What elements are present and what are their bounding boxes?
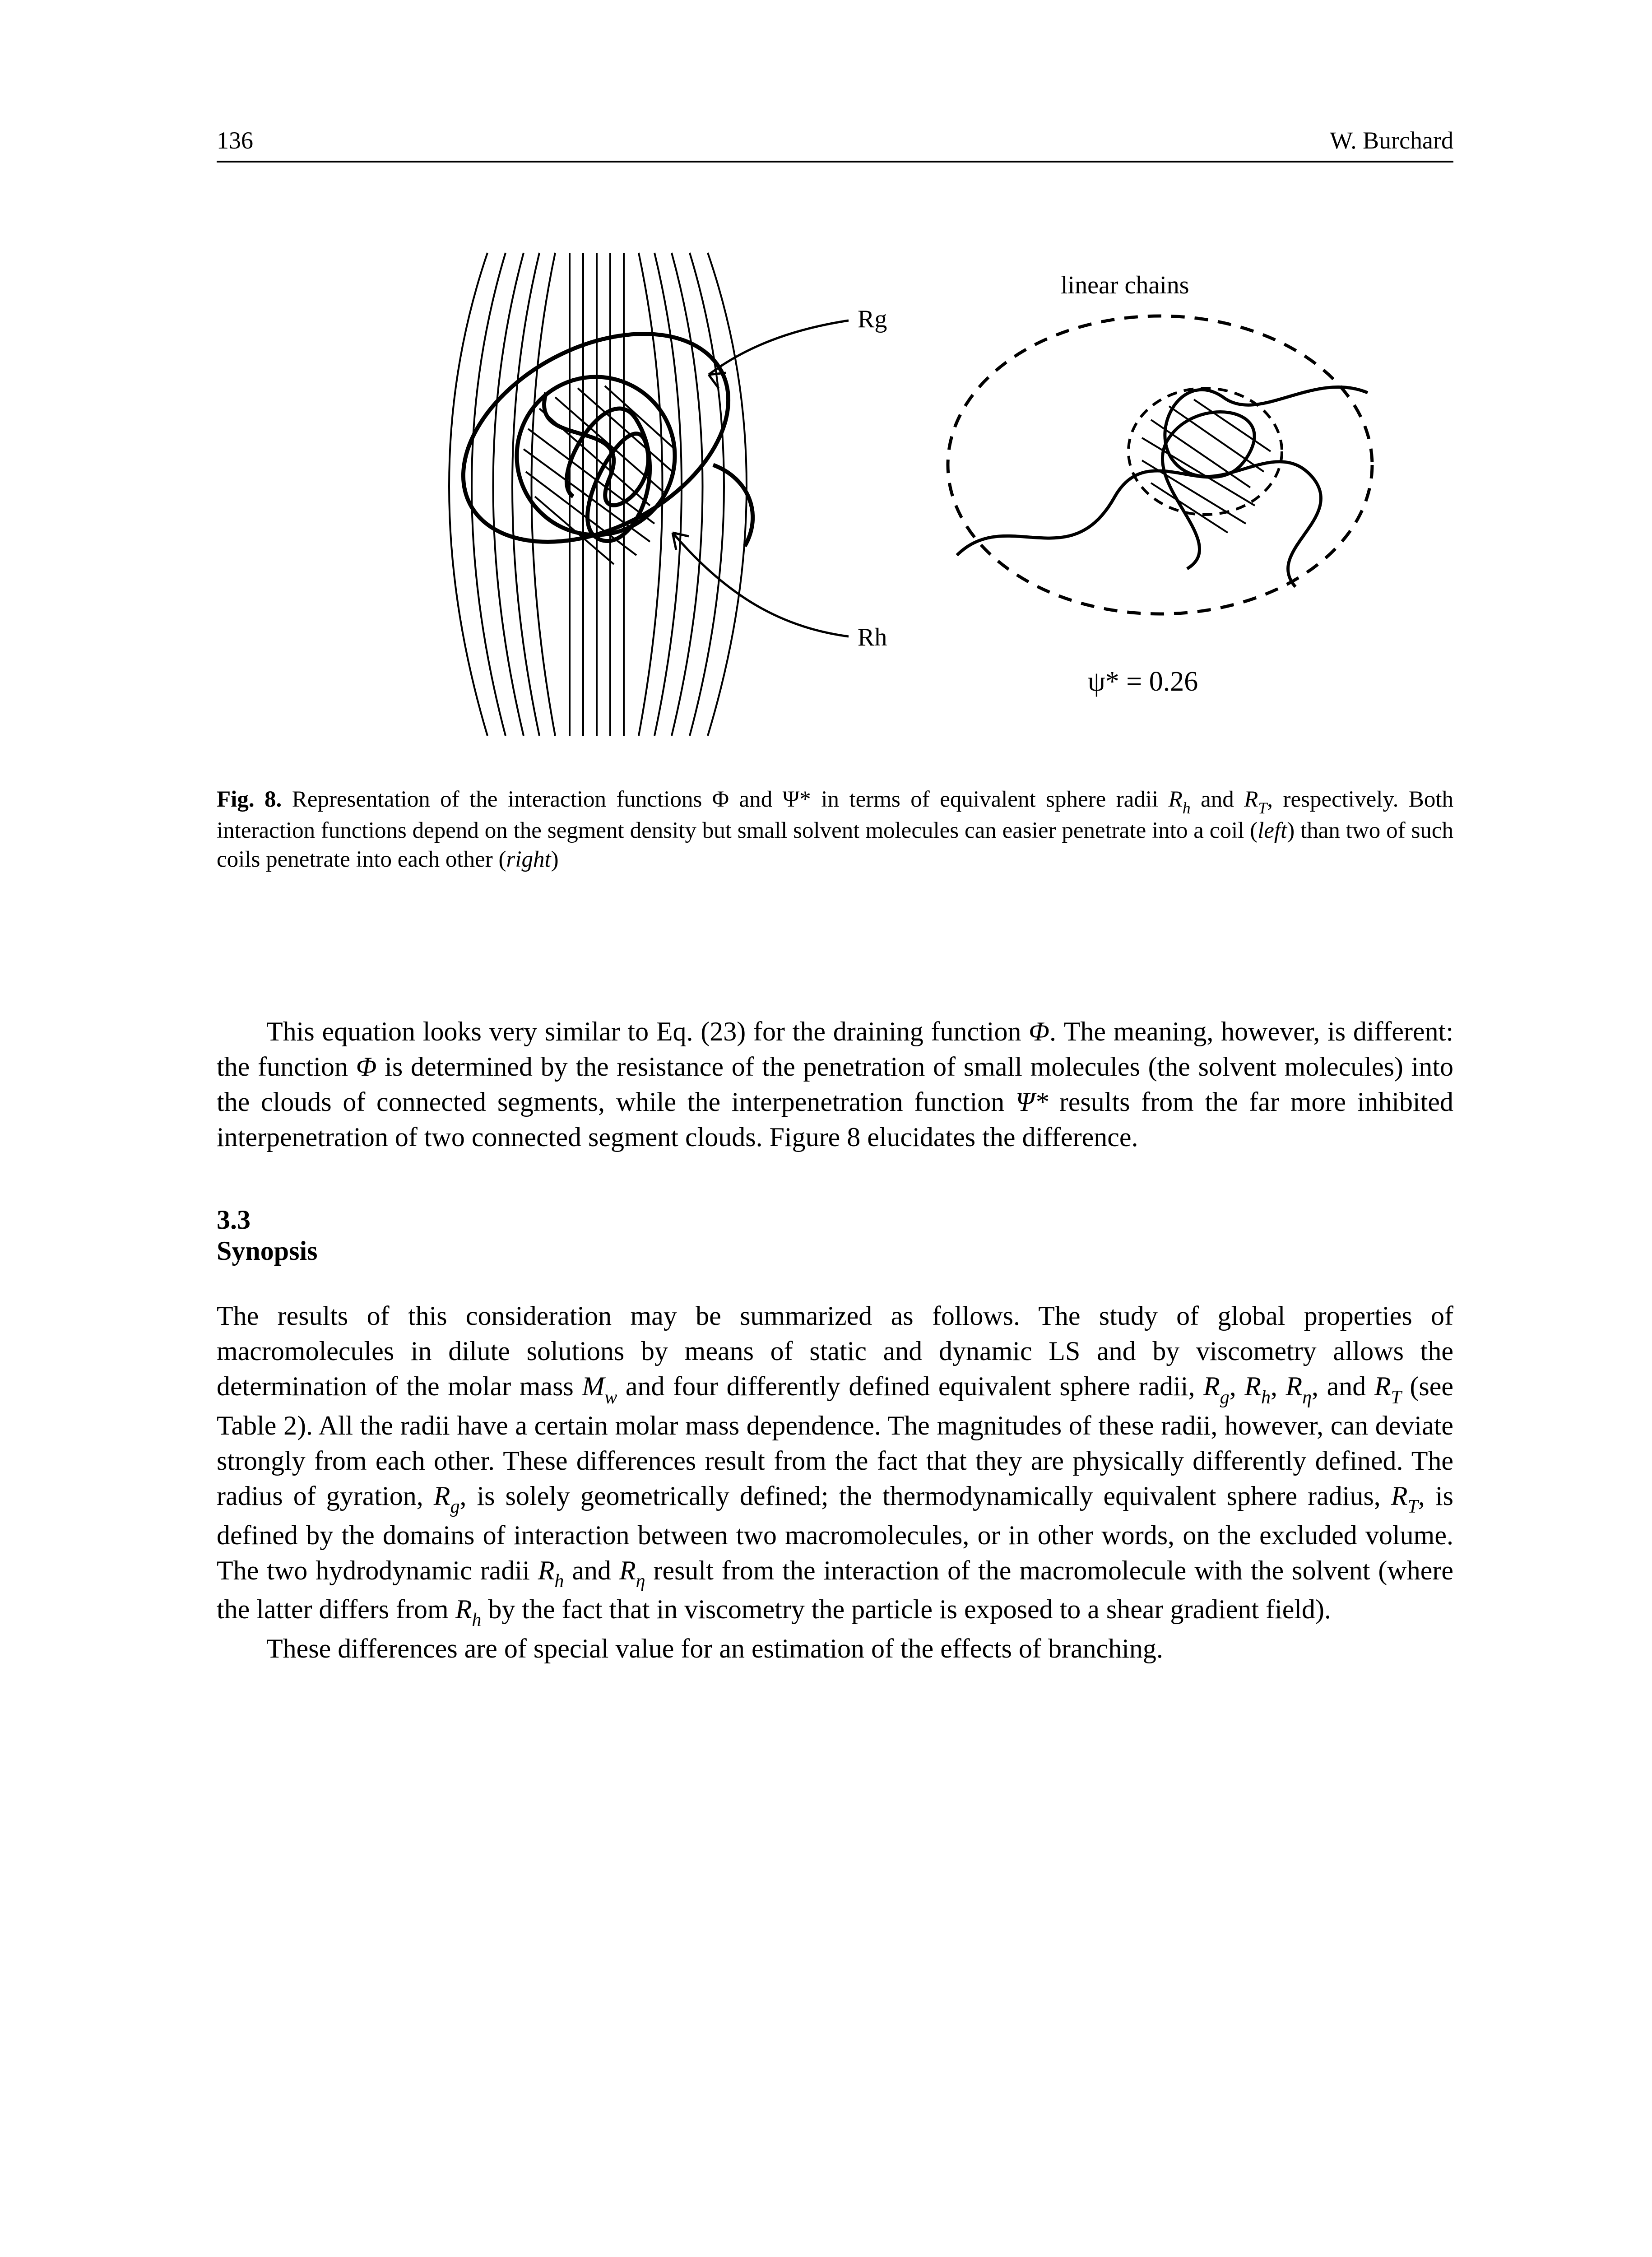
figure-8: Rg Rh linear chains ψ* = 0.26 Fi [217,226,1453,874]
label-rh: Rh [858,623,887,651]
section-title: Synopsis [217,1235,1453,1267]
synopsis-paragraph-2: These differences are of special value f… [217,1631,1453,1666]
running-author: W. Burchard [1330,126,1453,154]
label-rg: Rg [858,305,887,333]
synopsis-paragraph-1: The results of this consideration may be… [217,1298,1453,1630]
section-number: 3.3 [217,1204,1453,1235]
figure-8-caption: Fig. 8. Representation of the interactio… [217,785,1453,874]
figure-8-svg: Rg Rh linear chains ψ* = 0.26 [293,226,1377,767]
page: 136 W. Burchard [0,0,1652,2257]
paragraph-1: This equation looks very similar to Eq. … [217,1014,1453,1155]
running-header: 136 W. Burchard [217,126,1453,163]
label-linear-chains: linear chains [1061,271,1189,299]
label-psi-eq: ψ* = 0.26 [1088,666,1198,697]
caption-label: Fig. 8. [217,787,282,812]
body-text: This equation looks very similar to Eq. … [217,1014,1453,1666]
spacer [217,896,1453,1014]
page-number: 136 [217,126,253,154]
